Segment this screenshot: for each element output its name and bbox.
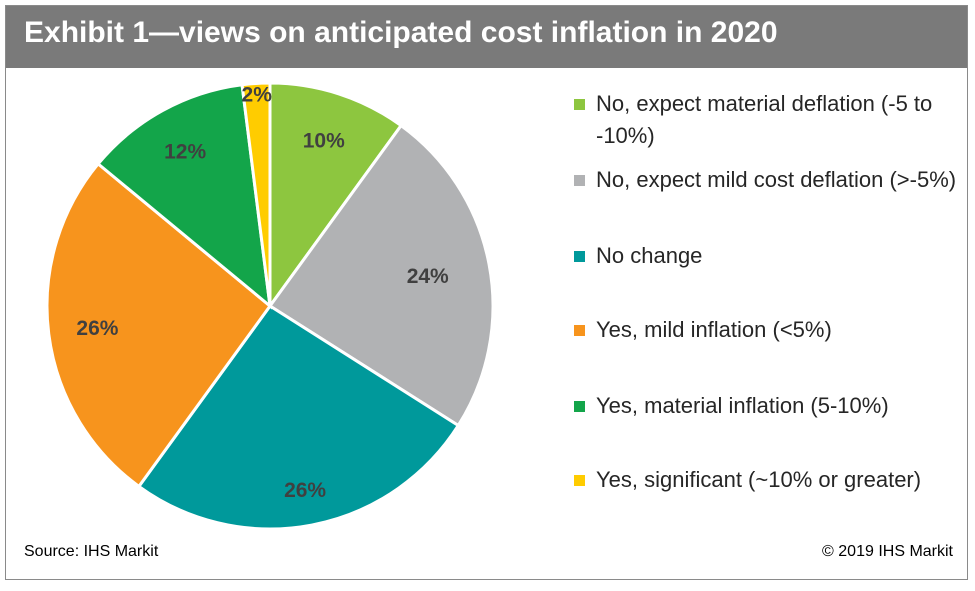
legend-label: Yes, material inflation (5-10%) <box>596 393 889 418</box>
legend-label: No, expect material deflation (-5 to -10… <box>596 91 933 148</box>
slice-data-label: 26% <box>284 479 326 502</box>
pie-slice <box>267 123 495 428</box>
pie-slice <box>268 81 404 311</box>
pie-chart: 10% 24% 26% 26% 12% 2% <box>45 81 495 531</box>
legend-swatch <box>574 99 585 110</box>
legend-swatch <box>574 251 585 262</box>
title-bar: Exhibit 1—views on anticipated cost infl… <box>6 6 967 68</box>
legend-swatch <box>574 401 585 412</box>
exhibit-frame: Exhibit 1—views on anticipated cost infl… <box>5 5 968 580</box>
slice-data-label: 24% <box>407 265 449 288</box>
legend-label: Yes, significant (~10% or greater) <box>596 467 922 492</box>
source-note: Source: IHS Markit <box>24 543 159 560</box>
pie-slice <box>240 81 272 307</box>
legend-swatch <box>574 175 585 186</box>
slice-data-label: 2% <box>242 84 273 107</box>
slice-data-label: 10% <box>303 130 345 153</box>
legend-swatch <box>574 475 585 486</box>
legend-swatch <box>574 325 585 336</box>
chart-title: Exhibit 1—views on anticipated cost infl… <box>24 16 778 49</box>
legend-label: No, expect mild cost deflation (>-5%) <box>596 167 957 192</box>
legend-label: Yes, mild inflation (<5%) <box>596 317 832 342</box>
pie-slice <box>45 161 273 489</box>
pie-slice <box>96 83 272 310</box>
legend-label: No change <box>596 243 703 268</box>
slice-data-label: 12% <box>164 141 206 164</box>
slice-data-label: 26% <box>76 317 118 340</box>
copyright-note: © 2019 IHS Markit <box>822 543 953 560</box>
pie-slice <box>136 303 461 531</box>
